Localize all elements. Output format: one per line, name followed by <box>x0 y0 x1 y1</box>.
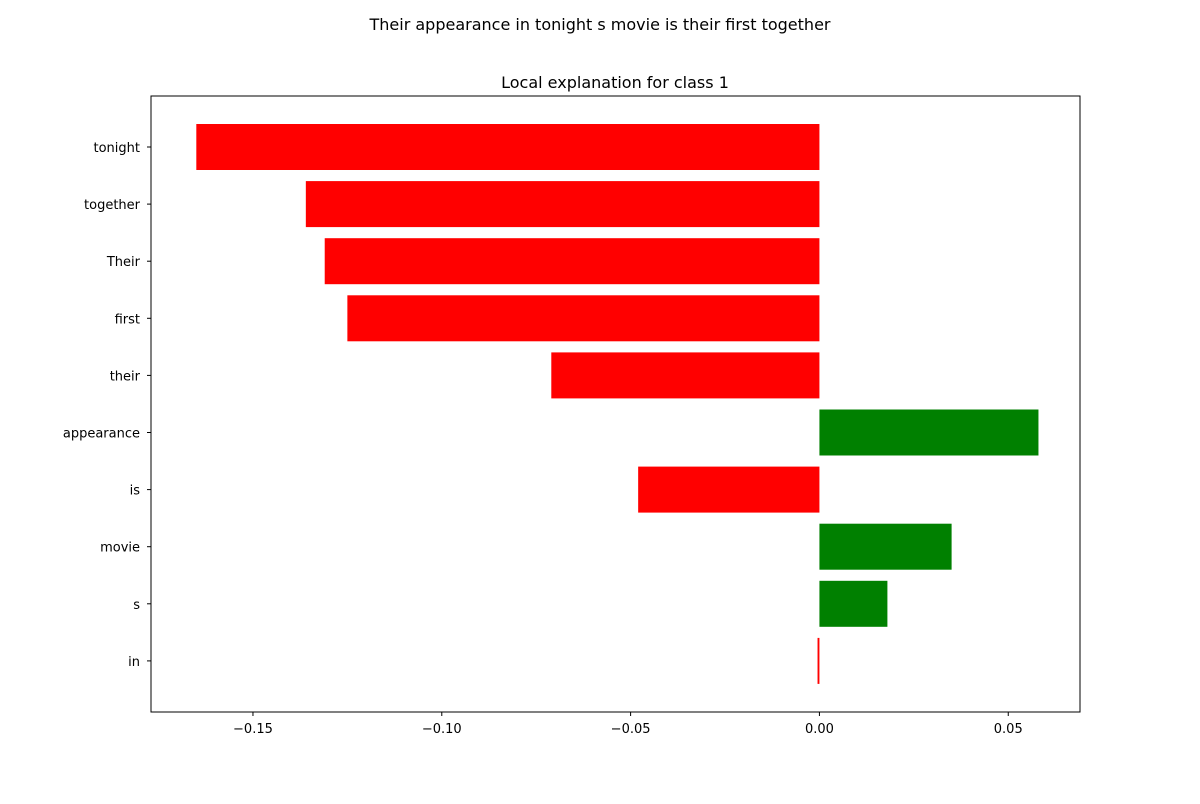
bar-together <box>305 181 820 228</box>
y-tick-label: movie <box>100 541 140 556</box>
bars-layer <box>196 124 1039 684</box>
bar-appearance <box>819 409 1039 456</box>
y-tick-label: Their <box>106 255 141 270</box>
x-axis-ticks: −0.15 −0.10 −0.05 0.00 0.05 <box>233 712 1023 737</box>
y-axis-ticks: tonight together Their first their appearance… <box>63 141 151 670</box>
y-tick-label: in <box>128 655 140 670</box>
y-tick-label: tonight <box>94 141 141 156</box>
bar-movie <box>819 523 952 570</box>
bar-is <box>638 466 820 513</box>
y-tick-label: is <box>130 484 141 499</box>
y-tick-label: their <box>110 369 141 384</box>
bar-tonight <box>196 124 820 170</box>
x-tick-label: 0.00 <box>805 722 834 737</box>
bar-first <box>347 295 820 342</box>
y-tick-label: first <box>115 312 140 327</box>
chart-suptitle: Their appearance in tonight s movie is t… <box>369 15 831 34</box>
y-tick-label: s <box>133 598 140 613</box>
bar-in <box>817 637 820 684</box>
plot-frame <box>150 95 1081 713</box>
bar-s <box>819 580 888 627</box>
y-tick-label: together <box>84 198 141 213</box>
chart-title: Local explanation for class 1 <box>501 73 729 92</box>
y-tick-label: appearance <box>63 427 140 442</box>
bar-their <box>324 238 820 285</box>
x-tick-label: 0.05 <box>994 722 1023 737</box>
x-tick-label: −0.15 <box>233 722 273 737</box>
x-tick-label: −0.05 <box>611 722 651 737</box>
bar-their <box>551 352 820 399</box>
x-tick-label: −0.10 <box>422 722 462 737</box>
